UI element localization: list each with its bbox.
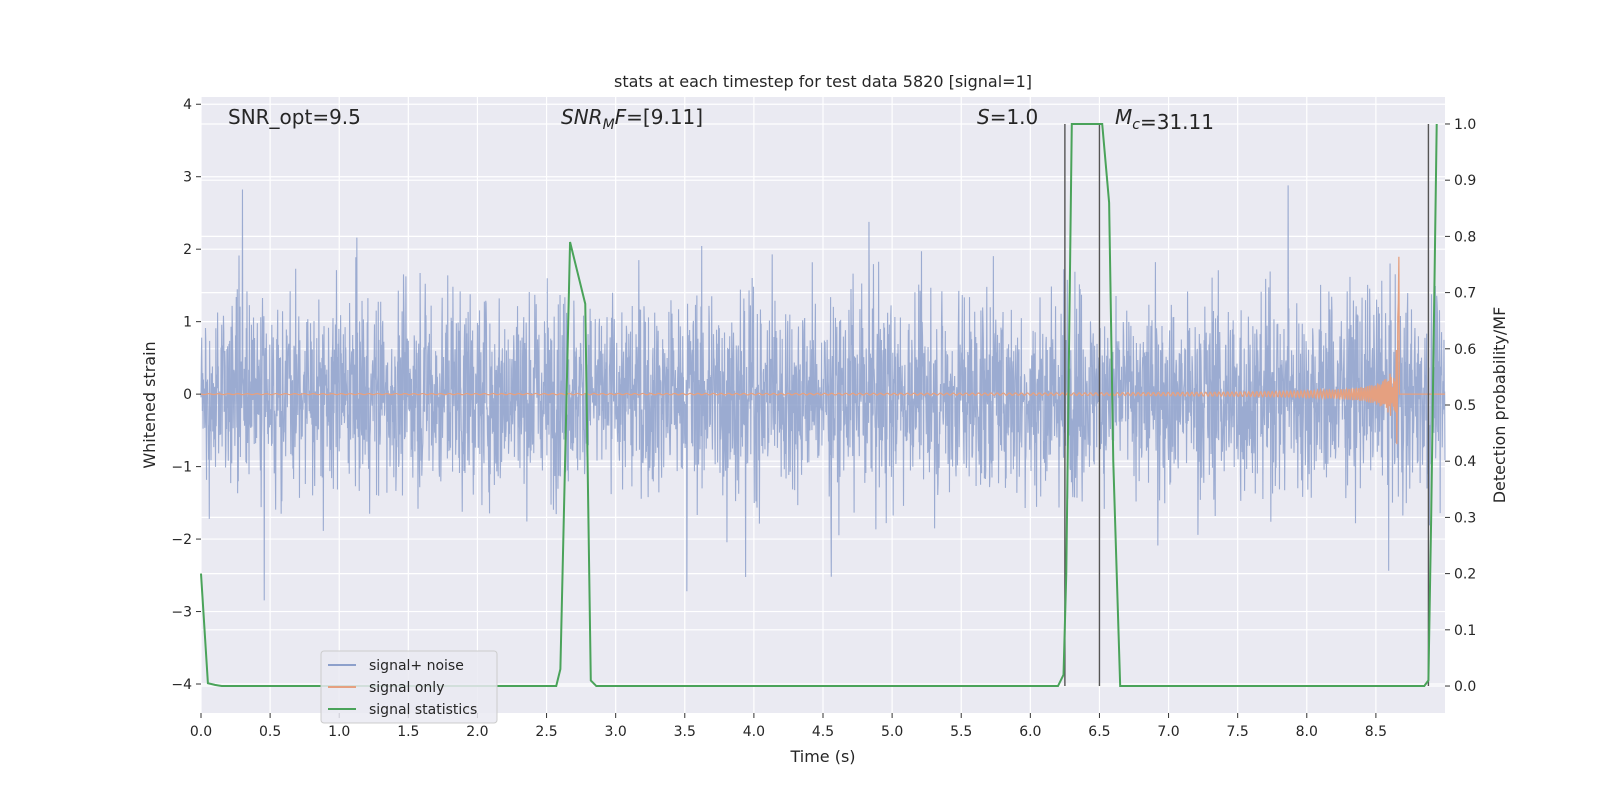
x-tick-label: 4.5 [812,724,834,740]
x-tick-label: 4.0 [743,724,765,740]
signal-noise-line [200,185,1446,601]
y-tick-label-right: 0.7 [1454,286,1476,302]
x-tick-label: 8.0 [1296,724,1318,740]
annotations: SNR_opt=9.5 SNRMF=[9.11] S=1.0 Mc=31.11 [228,105,1214,134]
y-tick-label-left: −3 [171,605,192,621]
y-tick-label-right: 0.2 [1454,567,1476,583]
y-axis-label-right: Detection probability/MF [1490,307,1509,504]
annotation-snr-opt: SNR_opt=9.5 [228,105,361,129]
x-tick-label: 2.5 [535,724,557,740]
signal-statistics-line [200,122,1438,688]
signal-only-series [200,256,1445,445]
y-tick-label-left: 1 [183,315,192,331]
x-tick-label: 5.5 [950,724,972,740]
y-tick-label-left: 2 [183,242,192,258]
y-tick-label-right: 0.0 [1454,679,1476,695]
legend-box [320,650,498,724]
y-tick-label-left: 3 [183,170,192,186]
x-tick-label: 0.0 [190,724,212,740]
x-axis-label: Time (s) [789,747,855,766]
x-tick-label: 1.5 [397,724,419,740]
x-tick-label: 6.0 [1019,724,1041,740]
x-tick-label: 5.0 [881,724,903,740]
y-tick-label-left: −4 [171,677,192,693]
x-tick-label: 0.5 [259,724,281,740]
x-tick-label: 3.0 [605,724,627,740]
x-tick-label: 7.5 [1227,724,1249,740]
y-tick-label-right: 0.9 [1454,173,1476,189]
x-tick-label: 2.0 [466,724,488,740]
y-tick-label-left: 0 [183,387,192,403]
y-tick-label-right: 0.1 [1454,623,1476,639]
legend-label: signal+ noise [369,658,464,674]
annotation-mc-value: Mc=31.11 [1115,105,1214,134]
y-tick-label-right: 0.3 [1454,510,1476,526]
annotation-snr-mf: SNRMF=[9.11] [561,105,703,133]
signal-statistics-series [200,122,1438,688]
y-tick-label-right: 0.4 [1454,454,1476,470]
annotation-s-value: S=1.0 [977,105,1038,129]
y-tick-label-right: 0.5 [1454,398,1476,414]
y-tick-label-right: 1.0 [1454,117,1476,133]
x-tick-label: 1.0 [328,724,350,740]
axis-ticks: 0.0 0.5 1.0 1.5 2.0 2.5 3.0 3.5 4.0 4.5 5.0 5.5 6.0 6… [171,97,1476,740]
x-tick-label: 6.5 [1088,724,1110,740]
signal-only-line [200,256,1445,445]
legend-label: signal statistics [369,702,477,718]
y-axis-label-left: Whitened strain [140,341,159,468]
y-tick-label-left: −1 [171,460,192,476]
y-tick-label-left: 4 [183,97,192,113]
y-tick-label-left: −2 [171,532,192,548]
chart-title: stats at each timestep for test data 582… [614,72,1032,91]
signal-noise-series [200,185,1446,601]
x-tick-label: 8.5 [1365,724,1387,740]
y-tick-label-right: 0.6 [1454,342,1476,358]
legend: signal+ noise signal only signal statistic… [320,650,498,724]
legend-label: signal only [369,680,444,696]
y-tick-label-right: 0.8 [1454,229,1476,245]
x-tick-label: 3.5 [674,724,696,740]
x-tick-label: 7.0 [1157,724,1179,740]
